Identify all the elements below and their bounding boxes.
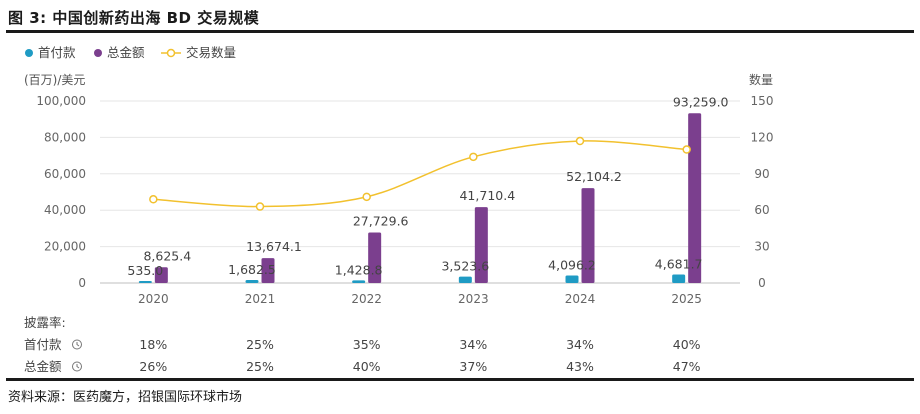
legend-total-label: 总金额 (107, 45, 145, 60)
x-axis-tick-label: 2021 (245, 292, 276, 306)
right-axis-tick-label: 120 (751, 130, 774, 144)
total-amount-data-label: 27,729.6 (353, 214, 409, 229)
x-axis-tick-label: 2024 (565, 292, 596, 306)
x-axis-tick-label: 2025 (671, 292, 702, 306)
total-amount-data-label: 52,104.2 (566, 169, 622, 184)
upfront-payment-data-label: 1,682.5 (228, 262, 276, 277)
legend-deal-count-label: 交易数量 (186, 45, 236, 60)
right-axis-unit: 数量 (749, 72, 773, 87)
left-axis-tick-label: 100,000 (36, 94, 86, 108)
total-amount-data-label: 93,259.0 (673, 94, 729, 109)
disclosure-rate-cell: 40% (353, 359, 381, 374)
disclosure-row-label: 首付款 (24, 337, 62, 352)
right-axis-tick-label: 30 (754, 240, 769, 254)
legend-deal-count-marker (166, 48, 176, 58)
total-amount-bar (688, 113, 702, 284)
upfront-payment-data-label: 3,523.6 (441, 259, 489, 274)
upfront-payment-bar (565, 275, 579, 283)
left-axis-unit: (百万)/美元 (24, 73, 85, 87)
disclosure-rate-cell: 35% (353, 337, 381, 352)
deal-count-point (255, 202, 265, 211)
right-axis-tick-label: 90 (754, 167, 769, 181)
disclosure-rate-cell: 47% (673, 359, 701, 374)
left-axis-tick-label: 20,000 (44, 240, 86, 254)
total-amount-bar (154, 267, 168, 283)
bottom-rule (6, 378, 914, 381)
legend-total-marker (94, 49, 102, 57)
figure-title: 图 3: 中国创新药出海 BD 交易规模 (8, 9, 260, 27)
deal-count-point (362, 192, 371, 202)
deal-count-line (153, 140, 687, 208)
disclosure-rate-cell: 34% (459, 337, 487, 352)
upfront-payment-bar (672, 274, 686, 283)
left-axis-tick-label: 60,000 (44, 167, 86, 181)
x-axis-tick-label: 2022 (351, 292, 382, 306)
upfront-payment-bar (138, 281, 152, 283)
disclosure-header: 披露率: (24, 315, 66, 330)
deal-count-point (682, 145, 691, 154)
total-amount-bar (261, 258, 275, 283)
deal-count-point (575, 136, 585, 146)
info-icon-hand (76, 342, 80, 347)
deal-count-point (469, 152, 478, 162)
total-amount-data-label: 8,625.4 (143, 248, 191, 263)
disclosure-rate-cell: 43% (566, 359, 594, 374)
x-axis-tick-label: 2023 (458, 292, 489, 306)
info-icon (72, 361, 82, 372)
disclosure-row-label: 总金额 (24, 359, 62, 374)
source-note: 资料来源：医药魔方，招银国际环球市场 (8, 390, 243, 405)
disclosure-rate-cell: 25% (246, 359, 274, 374)
legend-upfront-marker (25, 49, 33, 57)
upfront-payment-data-label: 4,096.2 (548, 258, 596, 273)
right-axis-tick-label: 0 (758, 276, 766, 290)
disclosure-rate-cell: 40% (673, 337, 701, 352)
info-icon (72, 339, 82, 350)
bd-deal-chart: 0 20,000 40,000 60,000 80,000 100,000 0 30 60 90 1… (24, 45, 774, 374)
total-amount-data-label: 41,710.4 (459, 188, 515, 203)
upfront-payment-bar (352, 280, 366, 283)
total-amount-data-label: 13,674.1 (246, 239, 302, 254)
x-axis-tick-label: 2020 (138, 292, 169, 306)
legend-upfront-label: 首付款 (38, 45, 76, 60)
disclosure-rate-cell: 25% (246, 337, 274, 352)
left-axis-tick-label: 40,000 (44, 203, 86, 217)
disclosure-rate-cell: 34% (566, 337, 594, 352)
left-axis-tick-label: 0 (78, 276, 86, 290)
right-axis-tick-label: 150 (751, 94, 774, 108)
upfront-payment-data-label: 4,681.7 (655, 256, 703, 271)
upfront-payment-data-label: 1,428.8 (335, 262, 383, 277)
disclosure-rate-cell: 26% (139, 359, 167, 374)
info-icon-hand (76, 364, 80, 369)
upfront-payment-bar (458, 276, 472, 283)
total-amount-bar (474, 207, 488, 283)
right-axis-tick-label: 60 (754, 203, 769, 217)
total-amount-bar (368, 232, 382, 283)
deal-count-point (149, 195, 158, 204)
upfront-payment-data-label: 535.0 (127, 263, 163, 278)
top-rule (6, 30, 914, 33)
upfront-payment-bar (245, 279, 259, 283)
left-axis-tick-label: 80,000 (44, 130, 86, 144)
disclosure-rate-cell: 37% (459, 359, 487, 374)
total-amount-bar (581, 188, 595, 283)
disclosure-rate-cell: 18% (139, 337, 167, 352)
